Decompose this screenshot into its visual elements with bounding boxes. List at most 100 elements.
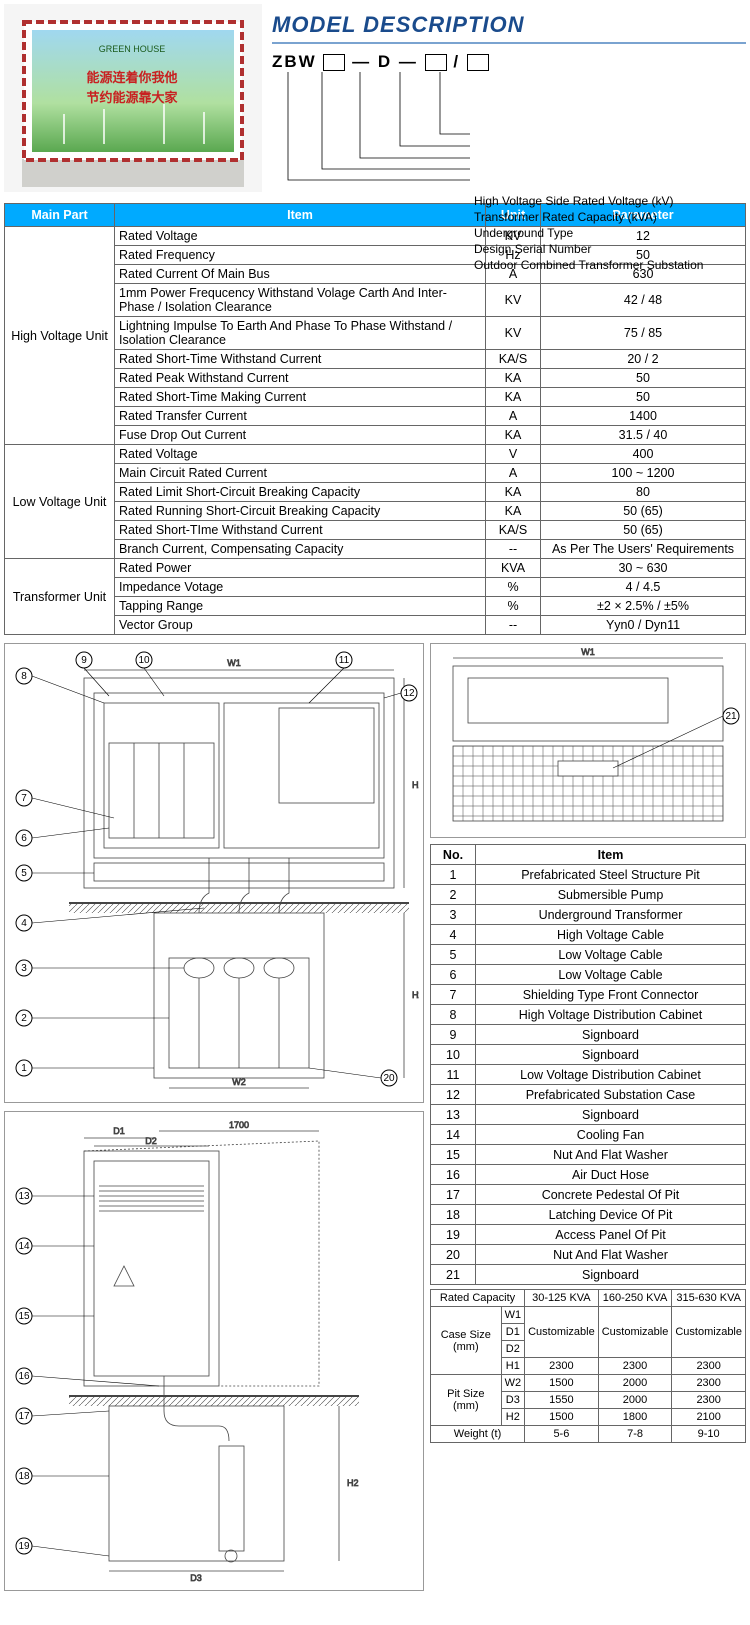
unit-cell: KA/S <box>486 521 541 540</box>
param-cell: Yyn0 / Dyn11 <box>541 616 746 635</box>
item-cell: Rated Frequency <box>115 246 486 265</box>
item-cell: Rated Voltage <box>115 445 486 464</box>
svg-text:21: 21 <box>725 711 737 722</box>
item-cell: Rated Short-Time Making Current <box>115 388 486 407</box>
model-formula: ZBW — D — / <box>272 52 489 72</box>
part-no: 14 <box>431 1125 476 1145</box>
unit-cell: KA <box>486 502 541 521</box>
unit-cell: KV <box>486 317 541 350</box>
part-no: 1 <box>431 865 476 885</box>
svg-text:6: 6 <box>21 833 27 844</box>
part-item: High Voltage Cable <box>476 925 746 945</box>
part-item: Cooling Fan <box>476 1125 746 1145</box>
unit-cell: KVA <box>486 559 541 578</box>
unit-cell: -- <box>486 540 541 559</box>
part-item: Low Voltage Cable <box>476 965 746 985</box>
svg-text:7: 7 <box>21 793 27 804</box>
part-no: 10 <box>431 1045 476 1065</box>
param-cell: 50 (65) <box>541 521 746 540</box>
unit-cell: -- <box>486 616 541 635</box>
unit-cell: % <box>486 578 541 597</box>
item-cell: 1mm Power Frequcency Withstand Volage Ca… <box>115 284 486 317</box>
part-no: 15 <box>431 1145 476 1165</box>
part-item: Latching Device Of Pit <box>476 1205 746 1225</box>
svg-text:H2: H2 <box>412 990 419 1000</box>
side-diagram: D1 D2 1700 D3 H2 13 14 15 16 17 18 19 <box>4 1111 424 1591</box>
part-item: Underground Transformer <box>476 905 746 925</box>
param-cell: As Per The Users' Requirements <box>541 540 746 559</box>
part-no: 8 <box>431 1005 476 1025</box>
svg-text:11: 11 <box>339 655 350 666</box>
svg-text:GREEN HOUSE: GREEN HOUSE <box>99 44 166 54</box>
param-cell: 50 (65) <box>541 502 746 521</box>
part-no: 3 <box>431 905 476 925</box>
svg-text:18: 18 <box>18 1471 30 1482</box>
part-item: Signboard <box>476 1045 746 1065</box>
svg-text:19: 19 <box>18 1541 30 1552</box>
param-cell: 400 <box>541 445 746 464</box>
part-item: Prefabricated Substation Case <box>476 1085 746 1105</box>
th-item: Item <box>115 204 486 227</box>
part-item: Shielding Type Front Connector <box>476 985 746 1005</box>
part-item: Nut And Flat Washer <box>476 1145 746 1165</box>
item-cell: Rated Running Short-Circuit Breaking Cap… <box>115 502 486 521</box>
legend-item: Transformer Rated Capacity (kVA) <box>474 210 703 224</box>
model-legend: High Voltage Side Rated Voltage (kV) Tra… <box>474 194 703 274</box>
part-no: 19 <box>431 1225 476 1245</box>
legend-item: High Voltage Side Rated Voltage (kV) <box>474 194 703 208</box>
part-no: 5 <box>431 945 476 965</box>
part-no: 13 <box>431 1105 476 1125</box>
part-item: Signboard <box>476 1025 746 1045</box>
dims-table: Rated Capacity30-125 KVA160-250 KVA315-6… <box>430 1289 746 1443</box>
part-item: Access Panel Of Pit <box>476 1225 746 1245</box>
unit-cell: KA <box>486 426 541 445</box>
unit-cell: KA <box>486 388 541 407</box>
svg-text:D2: D2 <box>145 1136 157 1146</box>
unit-cell: KA/S <box>486 350 541 369</box>
part-no: 12 <box>431 1085 476 1105</box>
item-cell: Lightning Impulse To Earth And Phase To … <box>115 317 486 350</box>
svg-text:14: 14 <box>18 1241 30 1252</box>
param-cell: 1400 <box>541 407 746 426</box>
item-cell: Rated Short-TIme Withstand Current <box>115 521 486 540</box>
svg-text:15: 15 <box>18 1311 30 1322</box>
item-cell: Rated Transfer Current <box>115 407 486 426</box>
legend-item: Underground Type <box>474 226 703 240</box>
svg-text:2: 2 <box>21 1013 27 1024</box>
part-no: 20 <box>431 1245 476 1265</box>
part-no: 6 <box>431 965 476 985</box>
param-cell: 100 ~ 1200 <box>541 464 746 483</box>
svg-text:1700: 1700 <box>229 1120 249 1130</box>
item-cell: Impedance Votage <box>115 578 486 597</box>
item-cell: Rated Limit Short-Circuit Breaking Capac… <box>115 483 486 502</box>
unit-cell: KA <box>486 483 541 502</box>
svg-text:节约能源靠大家: 节约能源靠大家 <box>86 90 178 105</box>
param-cell: 20 / 2 <box>541 350 746 369</box>
param-cell: 75 / 85 <box>541 317 746 350</box>
model-title: MODEL DESCRIPTION <box>272 12 746 38</box>
param-cell: 50 <box>541 369 746 388</box>
param-cell: 50 <box>541 388 746 407</box>
model-description: MODEL DESCRIPTION ZBW — D — / High Volta… <box>272 4 746 195</box>
svg-text:W1: W1 <box>581 647 595 657</box>
item-cell: Rated Peak Withstand Current <box>115 369 486 388</box>
part-no: 9 <box>431 1025 476 1045</box>
part-item: Low Voltage Cable <box>476 945 746 965</box>
unit-cell: V <box>486 445 541 464</box>
part-item: High Voltage Distribution Cabinet <box>476 1005 746 1025</box>
svg-text:8: 8 <box>21 671 27 682</box>
svg-text:9: 9 <box>81 655 87 666</box>
top-section: GREEN HOUSE 能源连着你我他 节约能源靠大家 MODEL DESCRI… <box>4 4 746 195</box>
part-no: 2 <box>431 885 476 905</box>
unit-cell: A <box>486 464 541 483</box>
legend-item: Outdoor Combined Transformer Substation <box>474 258 703 272</box>
part-item: Concrete Pedestal Of Pit <box>476 1185 746 1205</box>
unit-cell: A <box>486 407 541 426</box>
part-no: 18 <box>431 1205 476 1225</box>
legend-item: Design Serial Number <box>474 242 703 256</box>
svg-text:D3: D3 <box>190 1573 202 1583</box>
svg-text:17: 17 <box>18 1411 30 1422</box>
product-image: GREEN HOUSE 能源连着你我他 节约能源靠大家 <box>4 4 262 195</box>
main-part-cell: Transformer Unit <box>5 559 115 635</box>
item-cell: Rated Power <box>115 559 486 578</box>
